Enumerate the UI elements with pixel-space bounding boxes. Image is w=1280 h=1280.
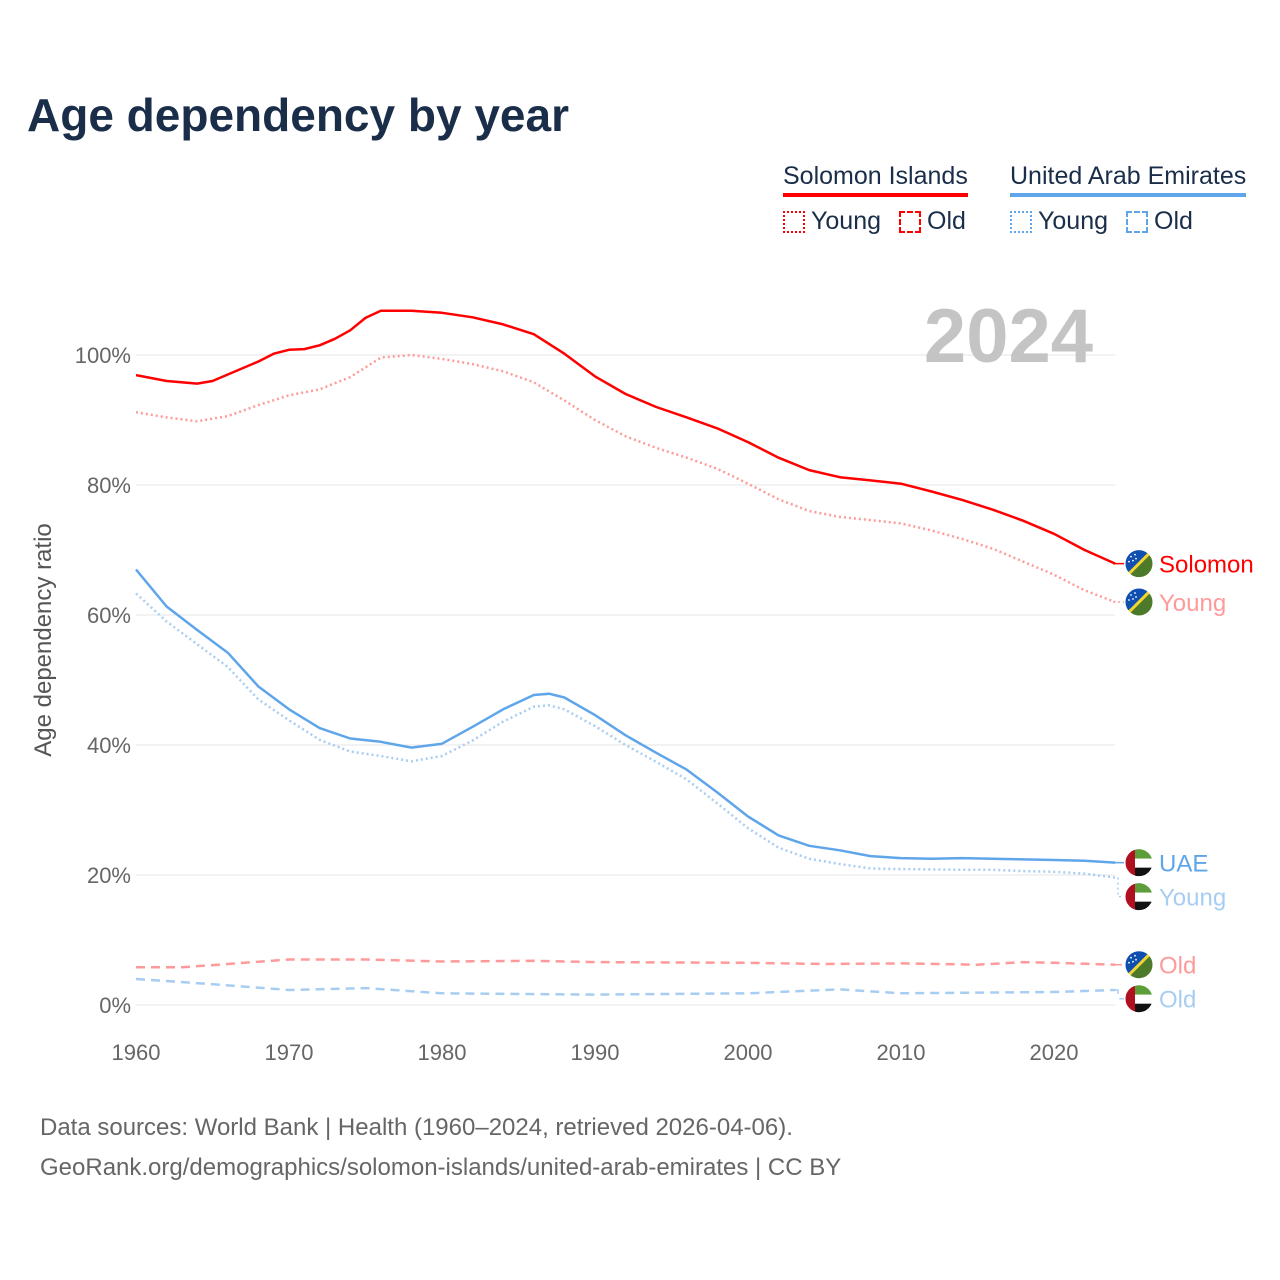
chart-title: Age dependency by year <box>27 89 569 141</box>
y-tick-label: 0% <box>99 993 131 1018</box>
series-line-united-arab-emirates-young[interactable] <box>135 592 1116 879</box>
solomon-islands-flag-icon <box>1124 549 1154 579</box>
dashed-swatch-icon <box>1126 210 1148 233</box>
series-line-united-arab-emirates-old[interactable] <box>135 977 1116 996</box>
end-label-solomon-islands-old[interactable]: Old <box>1113 950 1196 980</box>
data-sources: Data sources: World Bank | Health (1960–… <box>40 1114 793 1141</box>
series-line-united-arab-emirates[interactable] <box>135 568 1116 864</box>
united-arab-emirates-flag-icon <box>1124 882 1154 912</box>
end-label-solomon-islands[interactable]: Solomon <box>1113 549 1254 579</box>
series-line-solomon-islands-old[interactable] <box>136 958 1116 969</box>
end-label-text: UAE <box>1159 851 1208 878</box>
source-link[interactable]: GeoRank.org/demographics/solomon-islands… <box>40 1154 842 1181</box>
end-label-solomon-islands-young[interactable]: Young <box>1113 587 1226 617</box>
legend-item-solomon-old[interactable]: Old <box>899 207 966 236</box>
y-axis-label: Age dependency ratio <box>30 523 57 757</box>
legend-label: Young <box>811 207 881 235</box>
legend-country-united-arab-emirates[interactable]: United Arab Emirates <box>1010 162 1247 197</box>
y-tick-label: 60% <box>87 603 131 628</box>
legend-item-uae-young[interactable]: Young <box>1010 207 1108 236</box>
end-label-united-arab-emirates[interactable]: UAE <box>1113 848 1208 878</box>
dotted-swatch-icon <box>783 210 805 233</box>
x-tick-label: 1990 <box>571 1040 620 1065</box>
label-connector <box>1113 989 1124 1000</box>
series-line-solomon-islands-young[interactable] <box>135 353 1116 604</box>
x-tick-label: 2020 <box>1030 1040 1079 1065</box>
legend-united-arab-emirates[interactable]: United Arab Emirates Young Old <box>1010 162 1247 236</box>
end-label-text: Old <box>1159 953 1196 980</box>
end-label-text: Old <box>1159 987 1196 1014</box>
legend-label: Young <box>1038 207 1108 235</box>
end-label-text: Young <box>1159 590 1226 617</box>
end-label-text: Solomon <box>1159 552 1254 579</box>
united-arab-emirates-flag-icon <box>1124 848 1154 878</box>
series-line-solomon-islands[interactable] <box>135 309 1116 565</box>
solomon-islands-flag-icon <box>1124 950 1154 980</box>
footer: Data sources: World Bank | Health (1960–… <box>40 1108 841 1188</box>
x-tick-label: 2000 <box>724 1040 773 1065</box>
legend-solomon-islands[interactable]: Solomon Islands Young Old <box>783 162 968 236</box>
y-tick-label: 80% <box>87 473 131 498</box>
label-connector <box>1113 876 1124 898</box>
legend-label: Old <box>1154 207 1193 235</box>
y-tick-label: 20% <box>87 863 131 888</box>
end-label-text: Young <box>1159 885 1226 912</box>
legend-item-uae-old[interactable]: Old <box>1126 207 1193 236</box>
x-tick-label: 1960 <box>112 1040 161 1065</box>
y-tick-label: 40% <box>87 733 131 758</box>
x-tick-label: 1970 <box>265 1040 314 1065</box>
legend-country-solomon-islands[interactable]: Solomon Islands <box>783 162 968 197</box>
dashed-swatch-icon <box>899 210 921 233</box>
x-tick-label: 1980 <box>418 1040 467 1065</box>
dotted-swatch-icon <box>1010 210 1032 233</box>
year-watermark: 2024 <box>924 294 1093 379</box>
y-tick-label: 100% <box>75 343 131 368</box>
end-label-united-arab-emirates-old[interactable]: Old <box>1113 984 1196 1014</box>
united-arab-emirates-flag-icon <box>1124 984 1154 1014</box>
legend-label: Old <box>927 207 966 235</box>
end-label-united-arab-emirates-young[interactable]: Young <box>1113 876 1226 912</box>
x-tick-label: 2010 <box>877 1040 926 1065</box>
solomon-islands-flag-icon <box>1124 587 1154 617</box>
legend-item-solomon-young[interactable]: Young <box>783 207 881 236</box>
